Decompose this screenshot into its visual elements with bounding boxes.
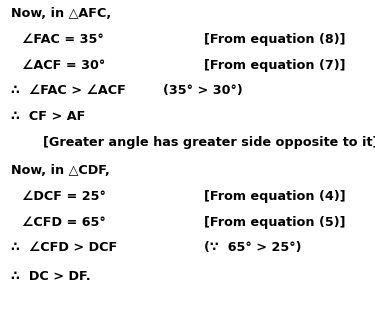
Text: [From equation (8)]: [From equation (8)] bbox=[204, 33, 346, 46]
Text: [From equation (5)]: [From equation (5)] bbox=[204, 216, 346, 229]
Text: ∠CFD = 65°: ∠CFD = 65° bbox=[22, 216, 106, 229]
Text: [From equation (7)]: [From equation (7)] bbox=[204, 59, 346, 72]
Text: ∴  CF > AF: ∴ CF > AF bbox=[11, 110, 86, 123]
Text: [Greater angle has greater side opposite to it]: [Greater angle has greater side opposite… bbox=[43, 136, 375, 149]
Text: [From equation (4)]: [From equation (4)] bbox=[204, 190, 346, 203]
Text: (∵  65° > 25°): (∵ 65° > 25°) bbox=[204, 241, 302, 254]
Text: ∴  ∠CFD > DCF: ∴ ∠CFD > DCF bbox=[11, 241, 117, 254]
Text: ∠FAC = 35°: ∠FAC = 35° bbox=[22, 33, 104, 46]
Text: ∴  ∠FAC > ∠ACF: ∴ ∠FAC > ∠ACF bbox=[11, 84, 126, 97]
Text: Now, in △AFC,: Now, in △AFC, bbox=[11, 7, 111, 20]
Text: Now, in △CDF,: Now, in △CDF, bbox=[11, 164, 110, 177]
Text: (35° > 30°): (35° > 30°) bbox=[163, 84, 243, 97]
Text: ∠DCF = 25°: ∠DCF = 25° bbox=[22, 190, 106, 203]
Text: ∠ACF = 30°: ∠ACF = 30° bbox=[22, 59, 106, 72]
Text: ∴  DC > DF.: ∴ DC > DF. bbox=[11, 270, 91, 283]
